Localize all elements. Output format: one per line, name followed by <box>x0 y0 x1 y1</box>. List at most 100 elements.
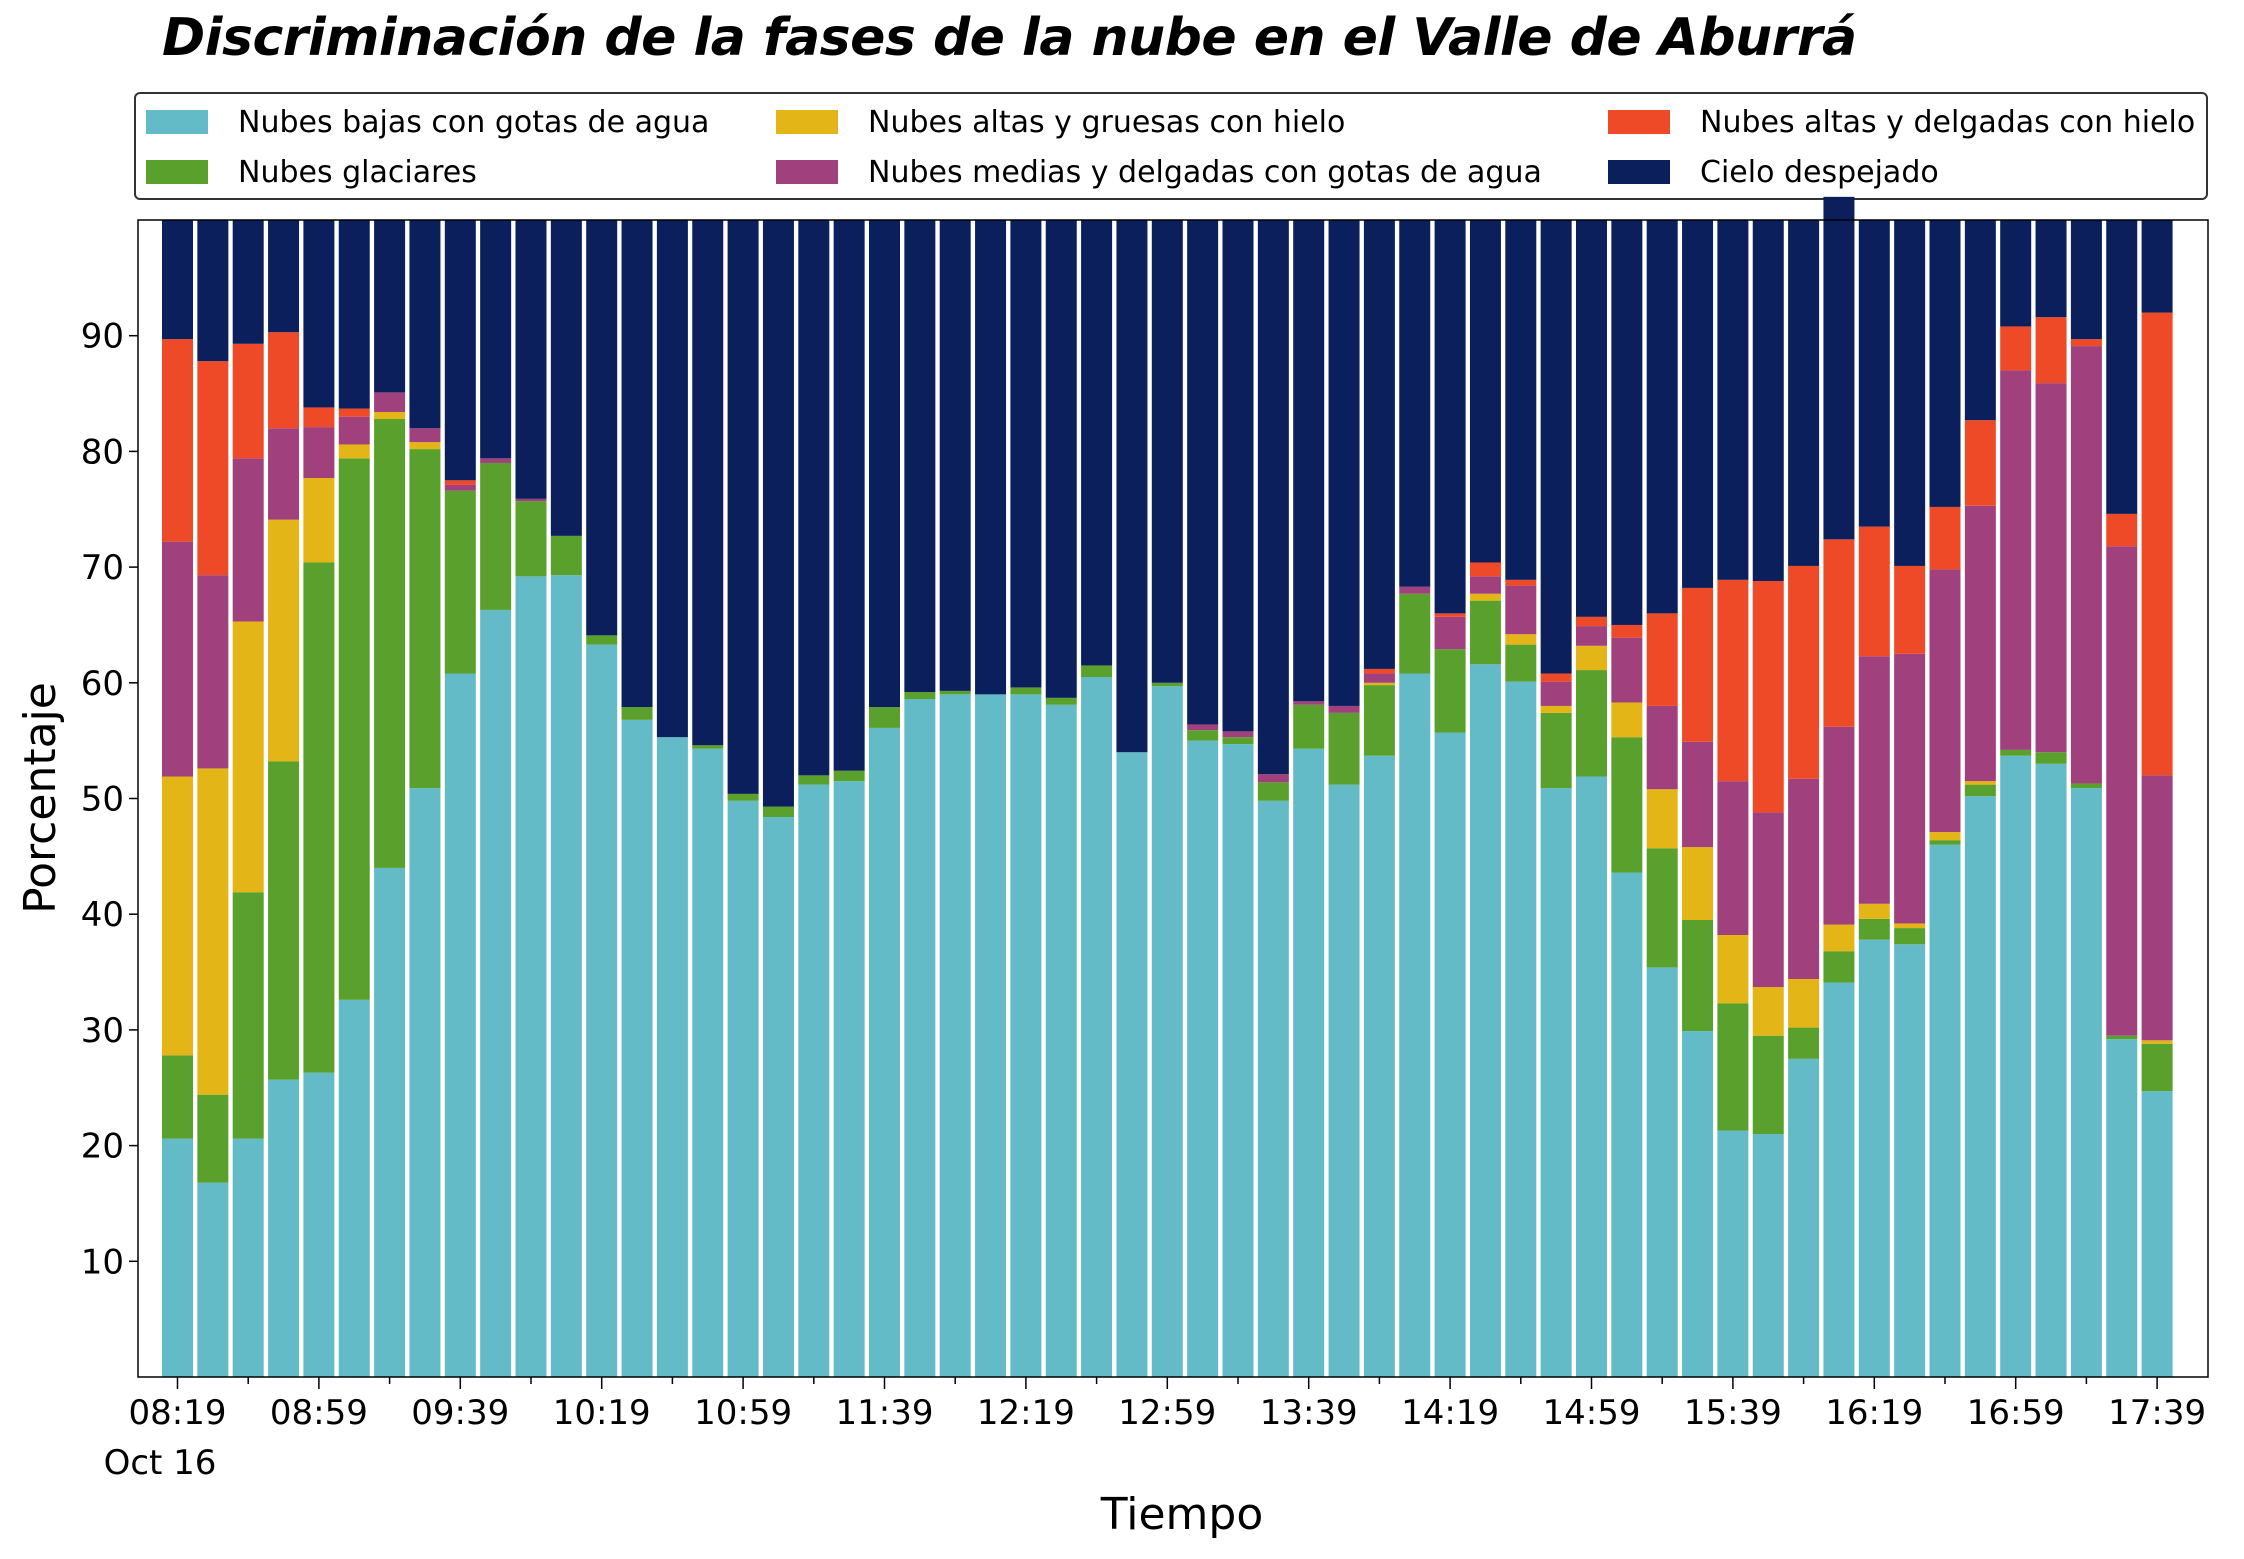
bar-segment <box>1116 220 1148 753</box>
legend-item-cielo-despejado: Cielo despejado <box>1608 152 1939 192</box>
bar-segment <box>1505 681 1537 1377</box>
bar-segment <box>409 442 441 450</box>
bar-segment <box>1469 562 1501 577</box>
bar-segment <box>1929 220 1961 507</box>
bar-segment <box>338 220 370 409</box>
bar-segment <box>1540 220 1572 674</box>
bar-segment <box>1646 848 1678 968</box>
bar-segment <box>1257 782 1289 801</box>
bar-segment <box>515 220 547 499</box>
bar-segment <box>798 220 830 776</box>
bar-segment <box>444 490 476 674</box>
bar-segment <box>409 220 441 429</box>
bar-segment <box>1576 220 1607 617</box>
bar-segment <box>1646 967 1678 1377</box>
y-axis-label: Porcentaje <box>15 682 66 914</box>
bar-segment <box>374 220 406 393</box>
bar-segment <box>939 220 971 691</box>
chart-title: Discriminación de la fases de la nube en… <box>162 8 1857 68</box>
bar-segment <box>232 621 264 893</box>
bar-segment <box>1187 220 1219 725</box>
bar-segment <box>1010 694 1042 1377</box>
bar-segment <box>480 220 512 459</box>
bar-segment <box>2000 749 2032 756</box>
bar-segment <box>338 444 370 459</box>
bar-segment <box>1505 585 1537 635</box>
bar-segment <box>1858 220 1890 527</box>
bar-segment <box>1752 580 1784 813</box>
bar-segment <box>1576 776 1607 1377</box>
bar-segment <box>1363 673 1395 683</box>
legend-label: Nubes medias y delgadas con gotas de agu… <box>868 154 1542 190</box>
bar-segment <box>1257 774 1289 783</box>
bar-segment <box>374 392 406 413</box>
legend-swatch <box>1608 160 1670 184</box>
bar-segment <box>1858 656 1890 904</box>
bar-segment <box>1929 840 1961 845</box>
legend-label: Cielo despejado <box>1700 154 1939 190</box>
bar-segment <box>1151 220 1183 683</box>
bar-segment <box>268 428 300 520</box>
bar-segment <box>1682 919 1714 1032</box>
legend-swatch <box>146 160 208 184</box>
bar-segment <box>1788 778 1820 979</box>
bar-segment <box>1894 220 1926 566</box>
bar-segment <box>1929 844 1961 1377</box>
x-tick-label: 12:19 <box>977 1393 1075 1433</box>
bar-segment <box>2106 220 2138 514</box>
bar-segment <box>1293 704 1325 749</box>
bar-segment <box>1187 724 1219 731</box>
bar-segment <box>2070 220 2102 340</box>
bar-segment <box>904 692 936 699</box>
bar-segment <box>727 800 759 1377</box>
bar-segment <box>1646 220 1678 614</box>
bar-segment <box>1293 220 1325 702</box>
bar-segment <box>975 694 1007 1377</box>
bar-segment <box>1788 565 1820 779</box>
bar-segment <box>232 892 264 1139</box>
bar-segment <box>1611 872 1643 1377</box>
bar-segment <box>2035 383 2067 753</box>
bar-segment <box>1469 664 1501 1377</box>
y-tick-label: 70 <box>81 548 124 588</box>
bar-segment <box>1363 220 1395 669</box>
bar-segment <box>2035 317 2067 384</box>
bar-segment <box>1646 789 1678 849</box>
bar-segment <box>409 428 441 443</box>
bar-segment <box>1434 613 1466 617</box>
legend: Nubes bajas con gotas de agua Nubes glac… <box>134 92 2208 200</box>
bar-segment <box>444 673 476 1377</box>
x-tick-label: 15:39 <box>1684 1393 1782 1433</box>
bar-segment <box>1257 800 1289 1377</box>
bar-segment <box>162 541 193 777</box>
bar-segment <box>2141 1091 2173 1377</box>
bar-segment <box>586 635 618 645</box>
x-tick-label: 10:59 <box>694 1393 792 1433</box>
bar-segment <box>1858 526 1890 657</box>
bar-segment <box>2141 312 2173 776</box>
bar-segment <box>2141 1043 2173 1092</box>
bar-segment <box>303 478 335 563</box>
x-tick-label: 13:39 <box>1260 1393 1358 1433</box>
bar-segment <box>692 748 724 1377</box>
bar-segment <box>656 220 688 738</box>
bar-segment <box>975 220 1007 695</box>
bar-segment <box>1434 732 1466 1377</box>
bar-segment <box>444 480 476 485</box>
bar-segment <box>1752 1035 1784 1135</box>
bar-segment <box>1788 220 1820 566</box>
legend-item-nubes-altas-gruesas: Nubes altas y gruesas con hielo <box>776 102 1345 142</box>
bar-segment <box>833 220 865 771</box>
bar-segment <box>2000 220 2032 327</box>
bar-segment <box>2070 788 2102 1377</box>
bar-segment <box>1576 616 1607 627</box>
legend-swatch <box>776 160 838 184</box>
bar-segment <box>1399 593 1431 674</box>
bar-segment <box>1222 737 1254 745</box>
bar-segment <box>268 220 300 333</box>
bar-segment <box>1081 220 1113 666</box>
bar-segment <box>1823 982 1855 1377</box>
bar-segment <box>798 775 830 785</box>
legend-item-nubes-glaciares: Nubes glaciares <box>146 152 477 192</box>
bar-segment <box>904 220 936 693</box>
